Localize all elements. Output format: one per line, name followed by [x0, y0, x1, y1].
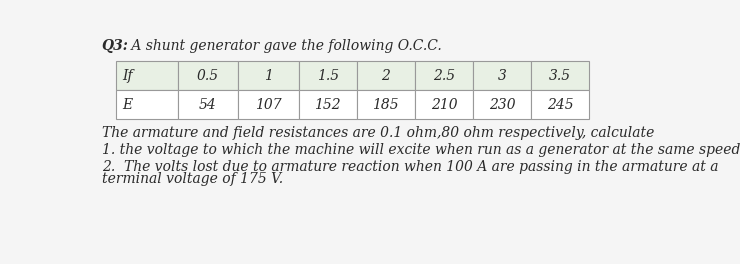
Text: 152: 152	[314, 98, 341, 112]
Bar	[473, 90, 531, 119]
Text: A shunt generator gave the following O.C.C.: A shunt generator gave the following O.C…	[127, 39, 441, 53]
Bar	[357, 90, 415, 119]
Text: 185: 185	[372, 98, 399, 112]
Text: 210: 210	[431, 98, 457, 112]
Bar	[415, 90, 473, 119]
Text: 245: 245	[547, 98, 574, 112]
Bar	[299, 61, 357, 90]
Text: E: E	[122, 98, 132, 112]
Text: 1. the voltage to which the machine will excite when run as a generator at the s: 1. the voltage to which the machine will…	[102, 143, 740, 157]
Bar	[473, 61, 531, 90]
Bar	[238, 90, 299, 119]
Text: 230: 230	[489, 98, 515, 112]
Text: 2.5: 2.5	[433, 69, 455, 83]
Bar	[531, 90, 589, 119]
Bar	[178, 61, 238, 90]
Bar	[415, 61, 473, 90]
Bar	[178, 90, 238, 119]
Bar	[115, 61, 178, 90]
Text: 0.5: 0.5	[197, 69, 219, 83]
Bar	[299, 90, 357, 119]
Text: 1.5: 1.5	[317, 69, 339, 83]
Bar	[115, 90, 178, 119]
Text: If: If	[122, 69, 132, 83]
Text: 2.  The volts lost due to armature reaction when 100 A are passing in the armatu: 2. The volts lost due to armature reacti…	[102, 159, 719, 173]
Bar	[357, 61, 415, 90]
Text: terminal voltage of 175 V.: terminal voltage of 175 V.	[102, 172, 283, 186]
Text: Q3:: Q3:	[102, 39, 129, 53]
Bar	[238, 61, 299, 90]
Text: 3: 3	[498, 69, 506, 83]
Text: The armature and field resistances are 0.1 ohm,80 ohm respectively, calculate: The armature and field resistances are 0…	[102, 126, 654, 140]
Text: 54: 54	[199, 98, 217, 112]
Text: 107: 107	[255, 98, 282, 112]
Text: 2: 2	[381, 69, 390, 83]
Text: 1: 1	[264, 69, 273, 83]
Text: 3.5: 3.5	[549, 69, 571, 83]
Bar	[531, 61, 589, 90]
